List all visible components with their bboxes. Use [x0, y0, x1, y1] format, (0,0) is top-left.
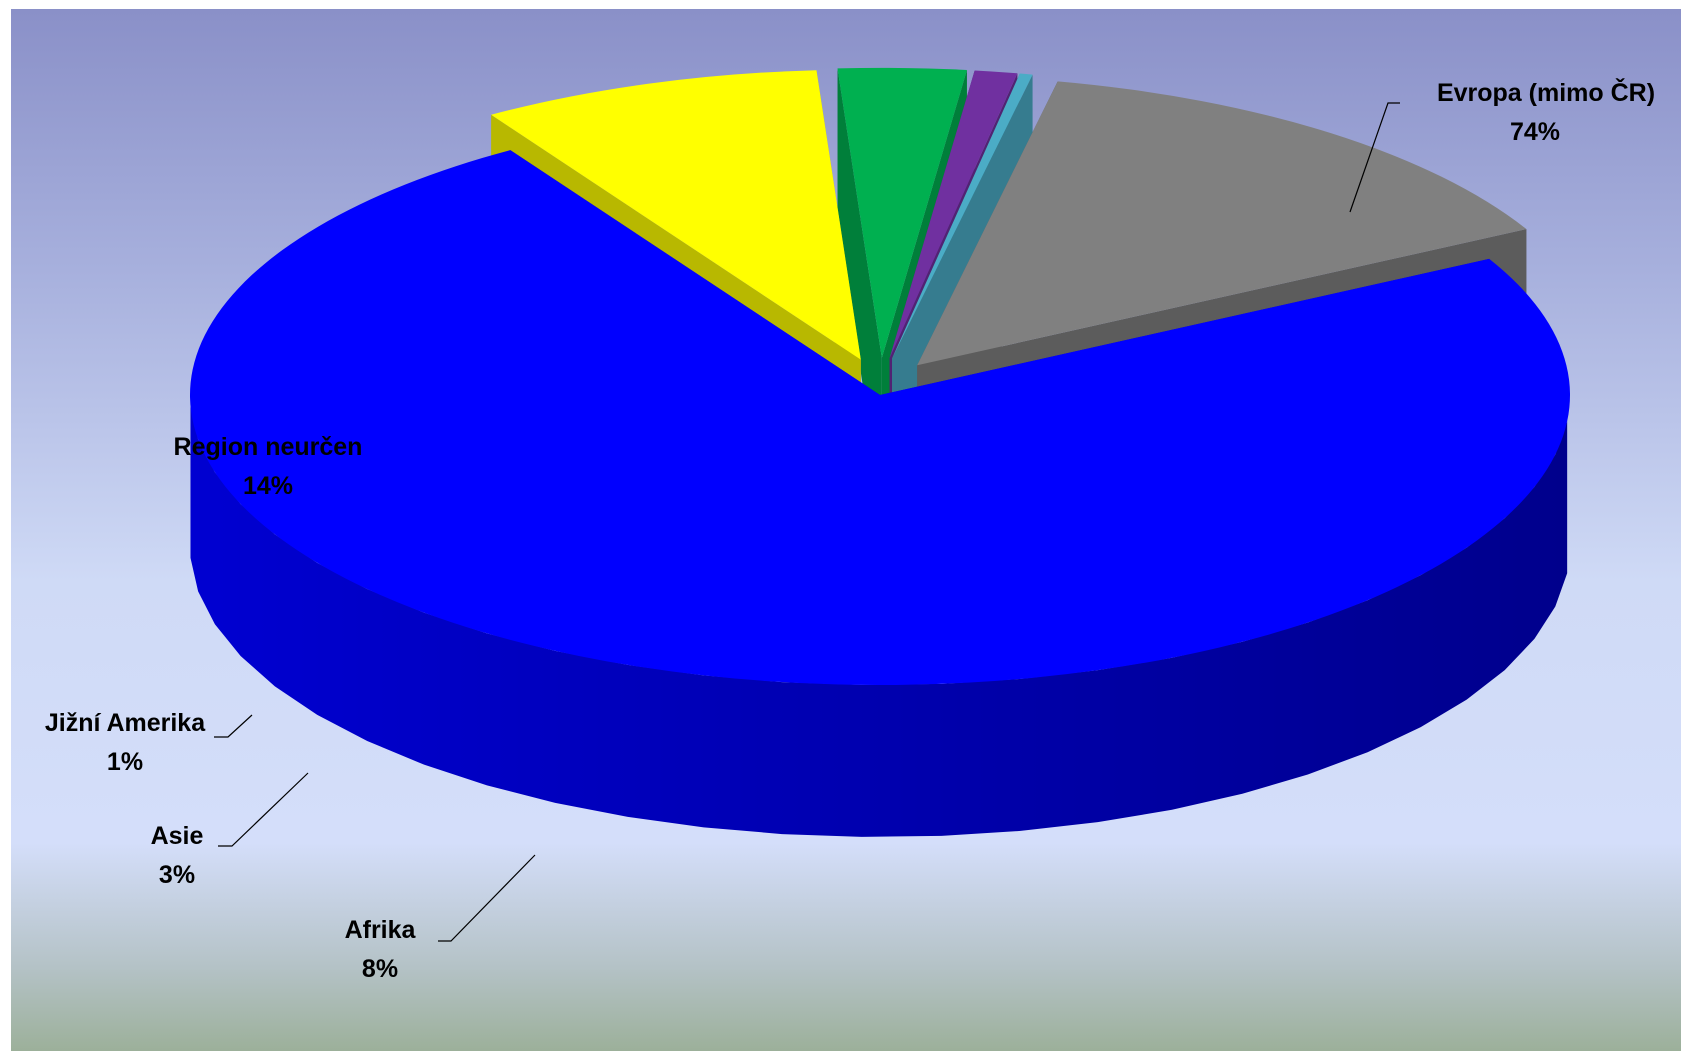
leader-lines: [214, 102, 1400, 942]
slice-afrika: [491, 70, 861, 360]
data-labels: Evropa (mimo ČR) 74% Afrika 8% Asie 3% J…: [45, 77, 1655, 983]
label-evropa-value: 74%: [1510, 118, 1560, 146]
label-asie-value: 3%: [159, 861, 195, 889]
slice-other: [892, 73, 1033, 359]
label-afrika-name: Afrika: [345, 916, 417, 944]
label-asie-name: Asie: [151, 822, 204, 850]
slice-asie: [837, 67, 967, 358]
slice-region-neurcen: [917, 81, 1527, 366]
label-region-neurcen-value: 14%: [243, 472, 293, 500]
slice-wall-evropa-mimo-cr: [190, 405, 1568, 837]
slice-jizni-amerika: [889, 70, 1018, 359]
leader-afrika: [438, 854, 536, 942]
leader-asie: [218, 772, 309, 847]
leader-jizni-amerika: [214, 714, 253, 738]
label-region-neurcen-name: Region neurčen: [174, 433, 363, 461]
label-jizni-amerika-value: 1%: [107, 748, 143, 776]
label-afrika-value: 8%: [362, 955, 398, 983]
slice-evropa-mimo-cr: [190, 150, 1571, 685]
pie-tops: [190, 67, 1571, 685]
leader-evropa: [1349, 102, 1400, 213]
label-jizni-amerika-name: Jižní Amerika: [45, 709, 206, 737]
label-evropa-name: Evropa (mimo ČR): [1437, 77, 1655, 107]
